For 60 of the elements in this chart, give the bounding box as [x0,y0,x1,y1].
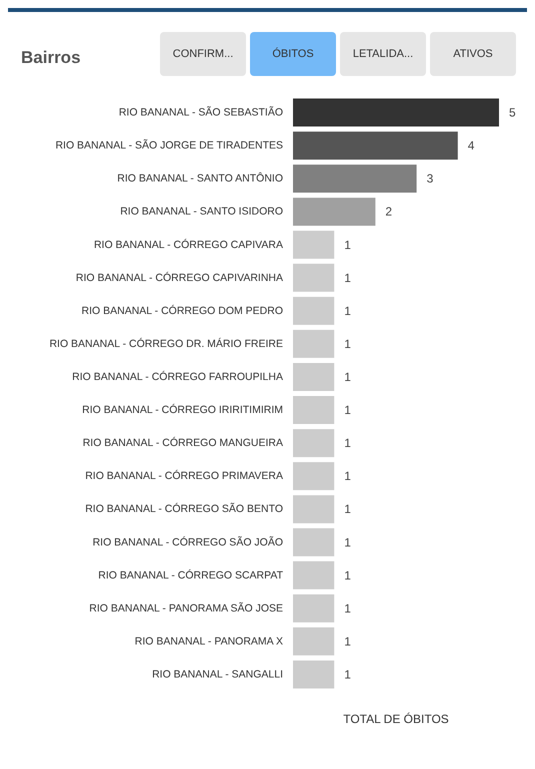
data-label: 1 [344,667,352,682]
data-label: 1 [344,634,352,648]
bar [293,627,334,656]
x-axis-title: TOTAL DE ÓBITOS [343,712,449,726]
y-tick-label: RIO BANANAL - CÓRREGO SÃO BENTO [85,502,283,516]
bar [293,561,334,590]
y-tick-label: RIO BANANAL - CÓRREGO DR. MÁRIO FREIRE [49,336,283,350]
bar [293,330,334,358]
bar [293,264,334,292]
bar [293,198,376,226]
data-label: 1 [344,336,352,351]
y-tick-label: RIO BANANAL - CÓRREGO PRIMAVERA [85,469,283,482]
data-label: 3 [426,172,434,186]
data-label: 1 [344,436,352,450]
bar [293,362,334,391]
text: ATIVOS [453,48,493,60]
y-tick-label: RIO BANANAL - CÓRREGO IRIRITIMIRIM [82,403,283,416]
data-label: 1 [344,403,352,418]
data-label: 5 [509,106,516,120]
bar [293,164,417,193]
data-label: 1 [344,270,352,285]
bar [293,98,499,127]
y-tick-label: RIO BANANAL - CÓRREGO DOM PEDRO [82,304,283,317]
y-tick-label: RIO BANANAL - PANORAMA X [134,635,283,648]
bar [293,296,334,325]
y-tick-label: RIO BANANAL - SANTO ISIDORO [120,206,283,218]
data-label: 1 [344,568,352,582]
bar [293,495,334,524]
bar [293,462,334,490]
bar [293,429,334,458]
y-tick-label: RIO BANANAL - CÓRREGO SCARPAT [98,568,284,582]
text: CONFIRM... [172,48,234,60]
data-label: 1 [344,601,352,616]
y-tick-label: RIO BANANAL - CÓRREGO CAPIVARA [94,238,283,251]
data-label: 4 [468,138,475,153]
y-tick-label: RIO BANANAL - SÃO SEBASTIÃO [118,106,283,119]
bar [293,594,334,622]
data-label: 1 [344,304,352,318]
bar [293,660,334,688]
bar [293,132,458,160]
y-tick-label: RIO BANANAL - CÓRREGO FARROUPILHA [72,370,283,383]
data-label: 1 [344,535,352,550]
y-tick-label: RIO BANANAL - SANGALLI [152,668,283,680]
data-label: 1 [344,502,352,516]
text: ÓBITOS [272,47,314,60]
text: LETALIDA... [352,48,414,60]
data-label: 2 [385,204,392,219]
data-label: 1 [344,469,352,484]
bar [293,230,334,259]
y-tick-label: RIO BANANAL - CÓRREGO CAPIVARINHA [76,270,283,284]
y-tick-label: RIO BANANAL - CÓRREGO SÃO JOÃO [92,535,283,548]
y-tick-label: RIO BANANAL - CÓRREGO MANGUEIRA [82,436,283,450]
y-tick-label: RIO BANANAL - SÃO JORGE DE TIRADENTES [55,138,283,152]
bar [293,528,334,556]
y-tick-label: RIO BANANAL - SANTO ANTÔNIO [117,172,283,185]
data-label: 1 [344,370,352,384]
data-label: 1 [344,238,352,252]
bar [293,396,334,424]
y-tick-label: RIO BANANAL - PANORAMA SÃO JOSE [89,601,283,614]
text: Bairros [21,48,81,67]
